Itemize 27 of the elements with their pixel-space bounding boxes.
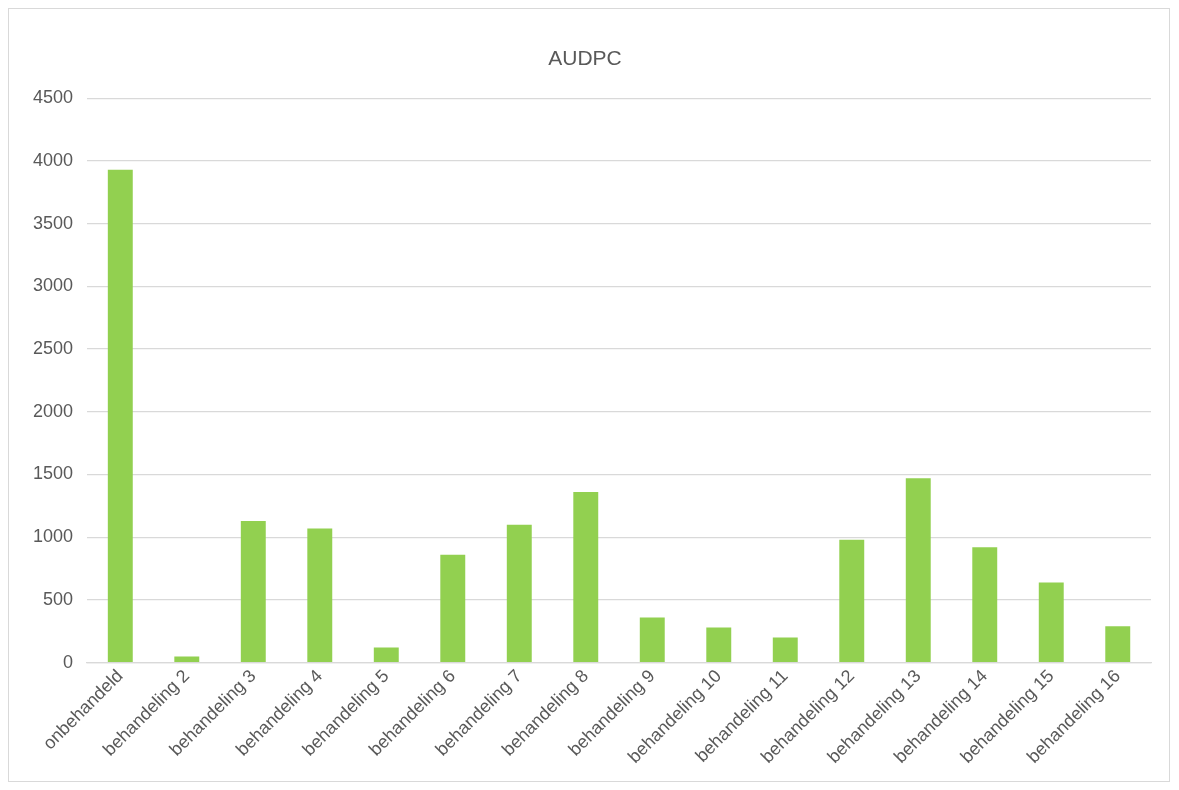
bar [1038,582,1064,663]
y-tick-label: 2500 [33,338,74,359]
bar [440,554,466,663]
y-tick-label: 0 [63,651,74,672]
bar [972,547,998,663]
y-tick-label: 3000 [33,275,74,296]
bar [506,524,532,663]
bar [706,627,732,663]
y-tick-label: 3500 [33,212,74,233]
bar [373,647,399,663]
chart-title: AUDPC [548,46,622,70]
y-tick-label: 2000 [33,400,74,421]
bar [240,520,266,663]
bar [772,637,798,663]
bar [839,539,865,663]
y-tick-label: 4000 [33,149,74,170]
bar [307,528,333,663]
y-tick-label: 500 [43,588,74,609]
bar [107,169,133,663]
bar [905,478,931,663]
y-tick-label: 1500 [33,463,74,484]
bar [639,617,665,663]
bar [174,656,200,663]
y-tick-label: 1000 [33,526,74,547]
bar [573,492,599,663]
bar [1105,626,1131,663]
y-tick-label: 4500 [33,87,74,108]
